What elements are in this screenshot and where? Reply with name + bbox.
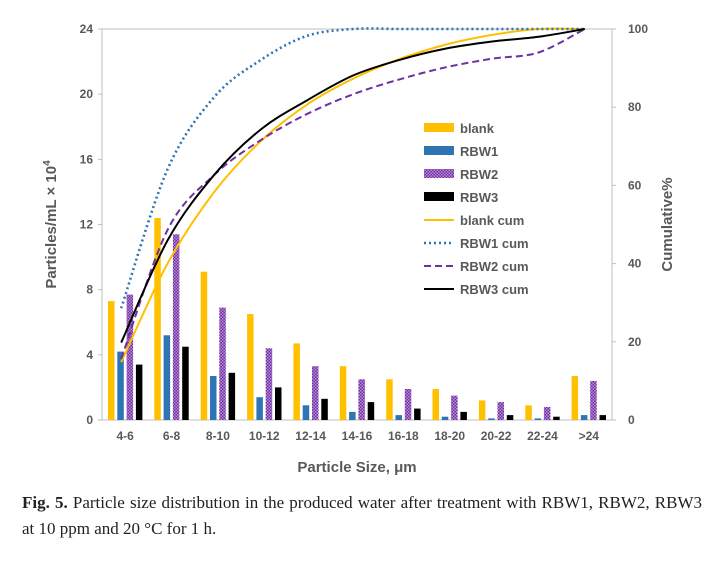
y2-tick-label-60: 60 (628, 178, 642, 192)
bar-blank-4-6 (108, 301, 115, 420)
bar-blank-10-12 (247, 314, 254, 420)
caption-label: Fig. 5. (22, 493, 68, 512)
x-tick-label-6-8: 6-8 (163, 429, 181, 443)
bar-blank-6-8 (154, 218, 161, 420)
line-rbw2-cum (120, 28, 586, 360)
bar-blank-gt24 (571, 376, 579, 420)
bars-group (108, 218, 606, 420)
legend-label-rbw1: RBW1 (460, 144, 498, 159)
bar-rbw1-22-24 (534, 418, 542, 420)
y2-tick-label-100: 100 (628, 22, 648, 36)
y-tick-label-8: 8 (86, 283, 93, 297)
line-rbw1-cum (119, 27, 585, 309)
y2-axis-title: Cumulative% (659, 177, 676, 271)
y-tick-label-20: 20 (80, 87, 94, 101)
x-tick-label-4-6: 4-6 (117, 429, 135, 443)
y-tick-label-24: 24 (80, 22, 94, 36)
bar-rbw1-8-10 (210, 376, 217, 420)
bar-rbw3-22-24 (553, 416, 560, 420)
y2-tick-label-40: 40 (628, 257, 642, 271)
x-axis-title: Particle Size, μm (297, 459, 416, 476)
y-tick-label-12: 12 (80, 218, 94, 232)
bar-blank-14-16 (339, 366, 347, 420)
cumulative-lines-group (119, 27, 586, 363)
legend-swatch-blank (424, 123, 454, 132)
legend-label-rbw2-cum: RBW2 cum (460, 259, 529, 274)
bar-blank-12-14 (293, 343, 300, 420)
x-tick-label-16-18: 16-18 (388, 429, 419, 443)
bar-rbw2-20-22 (497, 402, 504, 420)
bar-blank-18-20 (432, 389, 439, 420)
x-tick-label-gt24: >24 (579, 429, 600, 443)
legend: blank RBW1 RBW2 RBW3 blank cum RBW1 cum RBW2 c… (424, 121, 529, 297)
x-tick-label-18-20: 18-20 (434, 429, 465, 443)
legend-swatch-rbw3 (424, 192, 454, 201)
line-blank-cum (120, 27, 585, 363)
legend-label-rbw3-cum: RBW3 cum (460, 282, 529, 297)
bar-rbw1-10-12 (256, 397, 263, 420)
bar-rbw3-16-18 (414, 408, 421, 420)
bar-rbw1-4-6 (117, 351, 124, 420)
y2-tick-label-20: 20 (628, 335, 642, 349)
bar-rbw2-6-8 (172, 234, 180, 420)
bar-rbw2-18-20 (451, 395, 458, 420)
bar-rbw3-4-6 (135, 364, 143, 420)
bar-rbw3-10-12 (275, 387, 282, 420)
chart-figure: 0 4 8 12 16 20 24 0 20 40 60 80 100 4-6 6-8 8-10 10-12 12… (42, 22, 676, 476)
y-tick-label-0: 0 (86, 413, 93, 427)
legend-label-rbw2: RBW2 (460, 167, 498, 182)
legend-label-rbw1-cum: RBW1 cum (460, 236, 529, 251)
bar-rbw2-gt24 (590, 380, 597, 420)
legend-swatch-rbw1 (424, 146, 454, 155)
bar-rbw1-12-14 (302, 405, 310, 420)
figure-caption: Fig. 5. Particle size distribution in th… (22, 490, 702, 542)
bar-rbw3-8-10 (228, 372, 236, 420)
bar-rbw3-18-20 (460, 411, 467, 420)
chart-svg: 0 4 8 12 16 20 24 0 20 40 60 80 100 4-6 6-8 8-10 10-12 12… (42, 22, 676, 476)
bar-rbw1-18-20 (441, 416, 449, 420)
x-tick-label-14-16: 14-16 (342, 429, 373, 443)
y-axis-title: Particles/mL × 104 (42, 160, 60, 289)
y-tick-label-4: 4 (86, 348, 93, 362)
y2-tick-label-80: 80 (628, 100, 642, 114)
bar-rbw1-16-18 (395, 415, 402, 420)
bar-blank-22-24 (525, 405, 532, 420)
axes-group: 0 4 8 12 16 20 24 0 20 40 60 80 100 4-6 6-8 8-10 10-12 12… (42, 22, 676, 476)
bar-rbw3-20-22 (506, 415, 514, 420)
x-tick-label-10-12: 10-12 (249, 429, 280, 443)
bar-rbw3-gt24 (599, 415, 606, 420)
y2-tick-label-0: 0 (628, 413, 635, 427)
legend-label-rbw3: RBW3 (460, 190, 498, 205)
bar-rbw1-6-8 (163, 335, 171, 420)
bar-rbw2-16-18 (404, 389, 412, 420)
x-tick-label-8-10: 8-10 (206, 429, 230, 443)
bar-blank-16-18 (386, 379, 393, 420)
bar-rbw2-12-14 (312, 366, 319, 420)
bar-rbw1-20-22 (488, 418, 495, 420)
bar-rbw1-14-16 (349, 411, 356, 420)
bar-rbw2-10-12 (265, 348, 273, 420)
bar-rbw3-14-16 (367, 402, 375, 420)
bar-rbw2-4-6 (126, 294, 134, 420)
bar-rbw2-14-16 (358, 379, 365, 420)
x-tick-label-22-24: 22-24 (527, 429, 558, 443)
bar-rbw2-8-10 (219, 307, 226, 420)
bar-rbw3-12-14 (321, 398, 328, 420)
bar-rbw3-6-8 (182, 346, 189, 420)
bar-rbw1-gt24 (580, 415, 588, 420)
line-rbw3-cum (120, 28, 585, 344)
legend-label-blank: blank (460, 121, 495, 136)
x-tick-label-20-22: 20-22 (481, 429, 512, 443)
bar-rbw2-22-24 (543, 407, 551, 420)
caption-text: Particle size distribution in the produc… (22, 493, 702, 538)
y-tick-label-16: 16 (80, 152, 94, 166)
legend-label-blank-cum: blank cum (460, 213, 524, 228)
bar-blank-8-10 (200, 271, 208, 420)
legend-swatch-rbw2 (424, 169, 454, 178)
x-tick-label-12-14: 12-14 (295, 429, 326, 443)
bar-blank-20-22 (478, 400, 486, 420)
